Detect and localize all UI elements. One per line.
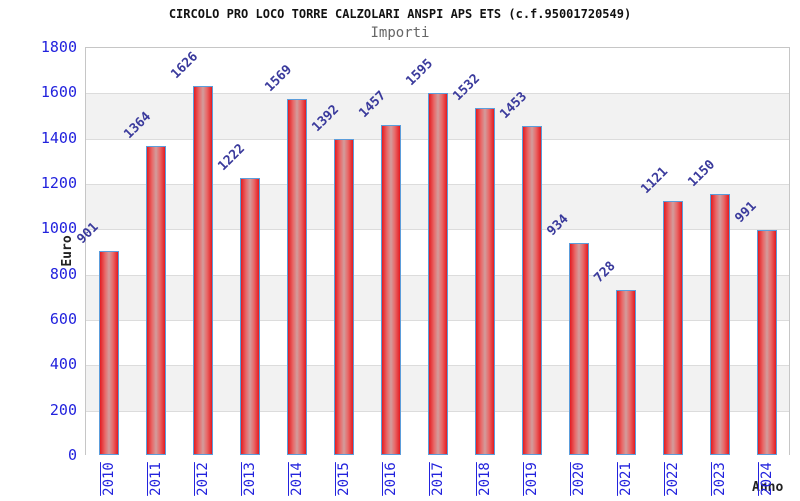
y-tick-label: 600 xyxy=(49,310,77,328)
y-tick-label: 200 xyxy=(49,400,77,419)
bar-2012 xyxy=(192,86,213,455)
bar-2021 xyxy=(615,289,636,455)
chart-subtitle: Importi xyxy=(370,25,430,41)
x-tick-label-2018[interactable]: 2018 xyxy=(476,462,493,496)
bar-2017 xyxy=(427,93,448,455)
bar-2010 xyxy=(98,250,119,455)
x-tick-label-2010[interactable]: 2010 xyxy=(100,462,117,496)
x-tick-label-2023[interactable]: 2023 xyxy=(711,462,728,496)
background-band xyxy=(86,48,789,94)
bar-2023 xyxy=(709,194,730,455)
bar-2022 xyxy=(662,200,683,455)
x-tick-label-2013[interactable]: 2013 xyxy=(241,462,258,496)
x-tick-label-2020[interactable]: 2020 xyxy=(570,462,587,496)
y-tick-label: 1600 xyxy=(40,83,77,102)
bar-2011 xyxy=(145,145,166,455)
x-tick-label-2019[interactable]: 2019 xyxy=(523,462,540,496)
x-tick-label-2016[interactable]: 2016 xyxy=(382,462,399,496)
x-tick-label-2011[interactable]: 2011 xyxy=(147,462,164,496)
bar-2013 xyxy=(239,178,260,455)
x-tick-label-2014[interactable]: 2014 xyxy=(288,462,305,496)
x-tick-label-2024[interactable]: 2024 xyxy=(758,462,775,496)
bar-2020 xyxy=(568,243,589,455)
bar-2019 xyxy=(521,125,542,455)
chart-title: CIRCOLO PRO LOCO TORRE CALZOLARI ANSPI A… xyxy=(168,7,632,21)
bar-2016 xyxy=(380,124,401,455)
x-tick-label-2022[interactable]: 2022 xyxy=(664,462,681,496)
y-axis-title: Euro xyxy=(60,235,75,267)
x-tick-label-2017[interactable]: 2017 xyxy=(429,462,446,496)
bar-2015 xyxy=(333,139,354,455)
bar-2018 xyxy=(474,107,495,455)
x-tick-label-2021[interactable]: 2021 xyxy=(617,462,634,496)
x-tick-label-2015[interactable]: 2015 xyxy=(335,462,352,496)
x-axis-title: Anno xyxy=(752,480,784,495)
y-tick-label: 400 xyxy=(49,355,77,374)
bar-2024 xyxy=(756,230,777,455)
y-tick-label: 1000 xyxy=(40,219,77,238)
y-tick-label: 1200 xyxy=(40,174,77,192)
x-tick-label-2012[interactable]: 2012 xyxy=(194,462,211,496)
y-tick-label: 0 xyxy=(67,446,77,464)
y-tick-label: 1800 xyxy=(40,38,77,56)
bar-2014 xyxy=(286,99,307,455)
y-tick-label: 800 xyxy=(49,264,77,283)
y-tick-label: 1400 xyxy=(40,128,77,147)
